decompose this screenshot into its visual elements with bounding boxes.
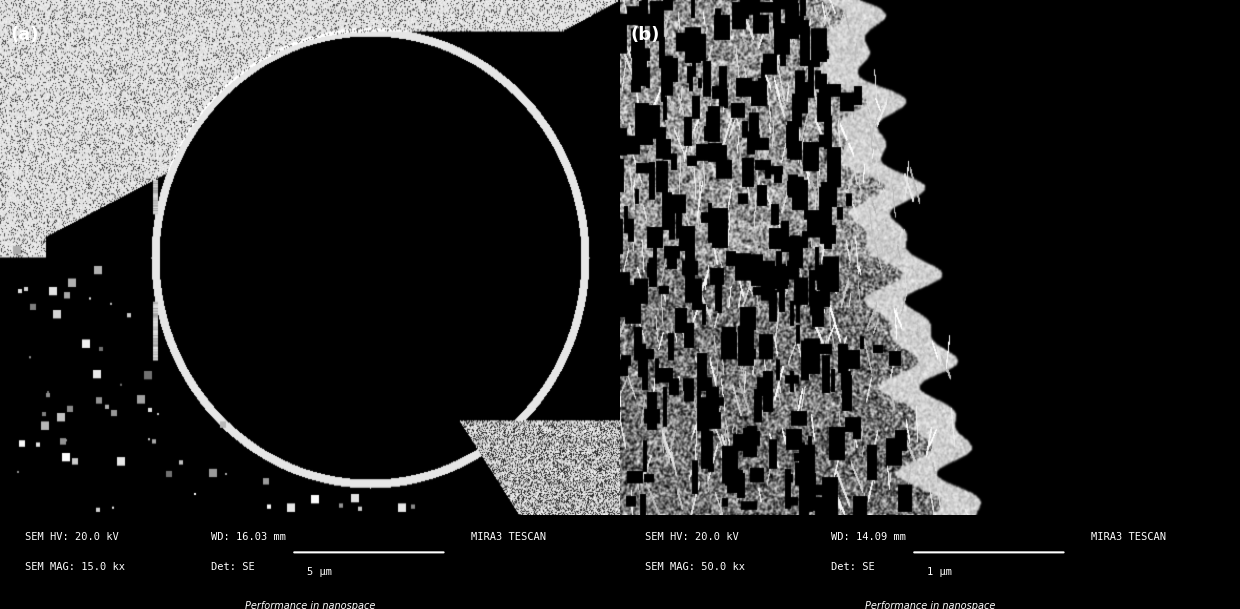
Text: SEM HV: 20.0 kV: SEM HV: 20.0 kV (25, 532, 119, 541)
Text: SEM HV: 20.0 kV: SEM HV: 20.0 kV (645, 532, 739, 541)
Text: WD: 16.03 mm: WD: 16.03 mm (211, 532, 285, 541)
Text: Performance in nanospace: Performance in nanospace (244, 602, 376, 609)
Text: MIRA3 TESCAN: MIRA3 TESCAN (471, 532, 546, 541)
Text: Performance in nanospace: Performance in nanospace (864, 602, 996, 609)
Text: 1 μm: 1 μm (926, 568, 952, 577)
Text: SEM MAG: 15.0 kx: SEM MAG: 15.0 kx (25, 561, 125, 572)
Text: MIRA3 TESCAN: MIRA3 TESCAN (1091, 532, 1166, 541)
Text: SEM MAG: 50.0 kx: SEM MAG: 50.0 kx (645, 561, 745, 572)
Text: WD: 14.09 mm: WD: 14.09 mm (831, 532, 905, 541)
Text: Det: SE: Det: SE (831, 561, 874, 572)
Text: 5 μm: 5 μm (306, 568, 332, 577)
Text: (a): (a) (10, 26, 38, 44)
Text: Det: SE: Det: SE (211, 561, 254, 572)
Text: (b): (b) (630, 26, 660, 44)
